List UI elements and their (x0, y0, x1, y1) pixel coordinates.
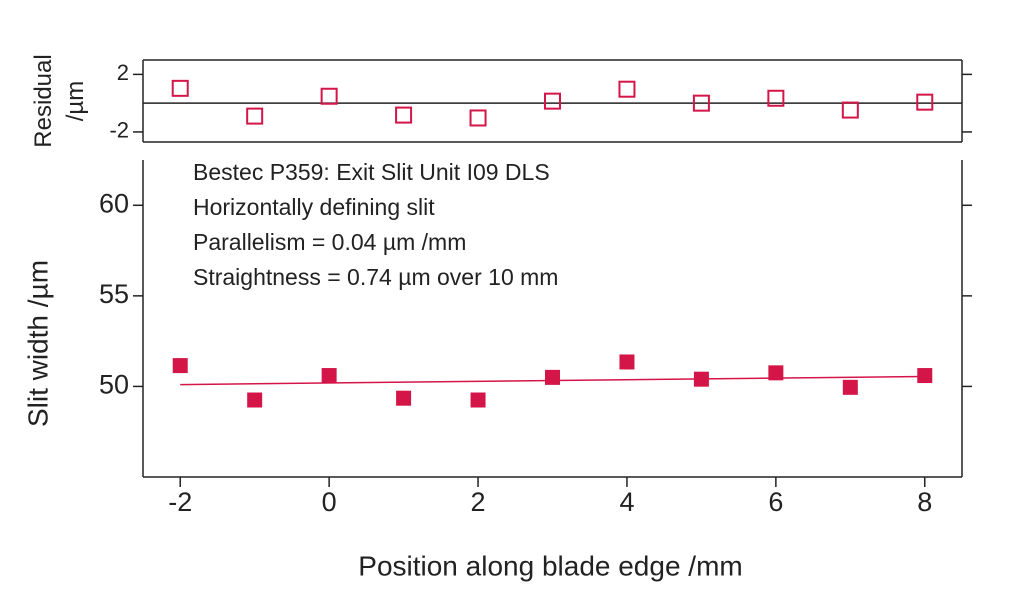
data-point (917, 368, 933, 384)
annotation: Horizontally defining slit (193, 194, 435, 220)
y-axis-title-line: Residual (30, 54, 57, 147)
data-point (470, 392, 486, 408)
data-point (469, 109, 487, 127)
annotation: Bestec P359: Exit Slit Unit I09 DLS (193, 159, 550, 185)
data-point (692, 94, 710, 112)
data-point (320, 87, 338, 105)
data-point (768, 365, 784, 381)
x-tick-label: 8 (917, 487, 932, 517)
data-point (619, 354, 635, 370)
annotation: Parallelism = 0.04 µm /mm (193, 229, 466, 255)
y-axis-title: Slit width /µm (22, 260, 53, 427)
y-tick-label: -2 (109, 118, 129, 143)
data-point (767, 89, 785, 107)
x-tick-label: 2 (471, 487, 486, 517)
data-point (246, 107, 264, 125)
data-point (916, 93, 934, 111)
data-point (321, 368, 337, 384)
data-point (618, 80, 636, 98)
y-axis-title-line: /µm (62, 81, 89, 122)
data-point (841, 101, 859, 119)
x-tick-label: 0 (322, 487, 337, 517)
x-tick-label: 4 (619, 487, 634, 517)
data-point (172, 358, 188, 374)
data-point (842, 379, 858, 395)
annotation: Straightness = 0.74 µm over 10 mm (193, 264, 558, 290)
x-axis-title: Position along blade edge /mm (358, 550, 742, 581)
y-tick-label: 55 (99, 279, 129, 309)
data-point (247, 392, 263, 408)
y-tick-label: 60 (99, 188, 129, 218)
data-point (395, 106, 413, 124)
y-axis-title: Residual/µm (30, 54, 89, 147)
data-point (396, 390, 412, 406)
x-tick-label: 6 (768, 487, 783, 517)
x-tick-label: -2 (168, 487, 192, 517)
fit-line (180, 375, 925, 386)
data-point (545, 369, 560, 385)
data-point (544, 92, 561, 110)
data-point (171, 79, 189, 97)
y-tick-label: 50 (99, 370, 129, 400)
y-tick-label: 2 (117, 60, 129, 85)
